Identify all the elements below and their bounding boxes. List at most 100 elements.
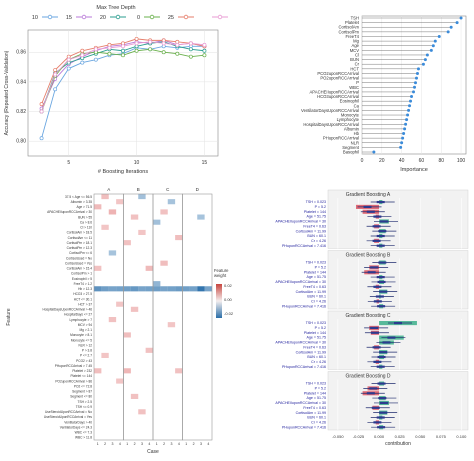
error-box bbox=[366, 210, 375, 213]
legend-label: 25 bbox=[168, 15, 174, 21]
x-axis-label: contribution bbox=[385, 441, 411, 447]
legend-swatch-marker bbox=[47, 14, 53, 20]
legend-title: Max Tree Depth bbox=[96, 5, 135, 11]
feature-label: Age bbox=[352, 43, 360, 48]
lollipop-head bbox=[455, 21, 459, 25]
error-box bbox=[370, 266, 379, 269]
feature-label: CortisolUsed = No bbox=[66, 256, 92, 260]
error-box bbox=[377, 382, 386, 385]
feature-value-label: BUN = 60.1 bbox=[307, 355, 326, 359]
heatmap-cell bbox=[130, 214, 139, 220]
lollipop-head bbox=[412, 90, 416, 94]
feature-label: P <= 2.7 bbox=[80, 354, 92, 358]
heatmap-cell bbox=[116, 378, 124, 384]
error-box bbox=[372, 225, 381, 228]
heatmap-cell bbox=[101, 194, 109, 200]
feature-label: Hb bbox=[354, 131, 360, 136]
data-point bbox=[161, 41, 166, 46]
data-point bbox=[188, 41, 193, 46]
data-point bbox=[93, 57, 98, 62]
feature-value-label: APACHEIIuponRCCArrival = 30 bbox=[275, 220, 326, 224]
data-point bbox=[202, 48, 207, 53]
feature-label: Albumin > 3.35 bbox=[71, 200, 93, 204]
feature-value-label: TSH = 0.023 bbox=[306, 382, 326, 386]
feature-value-label: BUN = 60.1 bbox=[307, 234, 326, 238]
data-point bbox=[39, 102, 44, 107]
feature-label: Segment > 87 bbox=[72, 390, 92, 394]
feature-label: Cr bbox=[355, 62, 360, 67]
feature-label: Albumin bbox=[344, 126, 360, 131]
case-tick-label: 2 bbox=[104, 442, 106, 446]
feature-label: CortisolPm > 12.3 bbox=[67, 246, 93, 250]
lollipop-head bbox=[414, 76, 418, 80]
feature-label: VentilatorDays > 40 bbox=[64, 420, 92, 424]
heatmap-cell bbox=[108, 286, 117, 292]
feature-label: APACHEIIuponRCCArrival bbox=[310, 89, 360, 94]
feature-label: Platelet > 232 bbox=[72, 369, 92, 373]
data-point bbox=[53, 68, 58, 72]
case-group-frame bbox=[182, 193, 213, 441]
panel-d: Gradient Boosting A TSH = 0.023 P = 5.2 Pla… bbox=[240, 180, 474, 461]
legend-swatch-marker bbox=[149, 14, 155, 20]
x-tick-label: 5 bbox=[67, 160, 70, 166]
feature-label: WBC bbox=[349, 85, 359, 90]
lollipop-head bbox=[423, 58, 427, 62]
panel-c-heatmap: A 1 2 3 4 B 1 2 3 4 C 1 2 3 4 D 1 2 3 4 37.5 < Age <= 56.5Al… bbox=[6, 187, 234, 455]
feature-label: HCT <= 30.1 bbox=[74, 297, 92, 301]
feature-value-label: Age = 51.75 bbox=[307, 396, 326, 400]
data-point bbox=[107, 51, 112, 56]
feature-label: PCO2 > 43 bbox=[76, 359, 92, 363]
feature-value-label: Age = 51.75 bbox=[307, 275, 326, 279]
data-point bbox=[121, 53, 125, 58]
case-tick-label: 2 bbox=[163, 442, 165, 446]
feature-label: Platelet <= 144 bbox=[71, 374, 93, 378]
lollipop-head bbox=[402, 132, 406, 136]
error-box bbox=[376, 276, 385, 279]
feature-value-label: Cr = 4.26 bbox=[311, 239, 326, 243]
feature-label: HospitalDaysUponRCCArrival bbox=[303, 122, 359, 127]
lollipop-head bbox=[413, 81, 417, 85]
feature-value-label: Age = 51.75 bbox=[307, 336, 326, 340]
heatmap-cell bbox=[123, 286, 131, 292]
case-group-label: A bbox=[107, 187, 110, 192]
feature-label: VentilatorDays <= 24.3 bbox=[60, 425, 92, 429]
heatmap-cell bbox=[108, 209, 117, 215]
feature-label: Segment <= 80 bbox=[70, 395, 92, 399]
x-tick-label: 80 bbox=[438, 158, 444, 164]
legend-swatch-marker bbox=[217, 14, 223, 20]
feature-value-label: P = 5.2 bbox=[315, 205, 326, 209]
heatmap-cell bbox=[175, 368, 183, 374]
facet-title: Gradient Boosting B bbox=[346, 253, 391, 259]
feature-label: APACHEIIuponRCCArrival > 30 bbox=[47, 210, 92, 214]
feature-label: CortisolPm > 1 bbox=[71, 272, 92, 276]
feature-label: FreeT4 > 1.2 bbox=[74, 282, 93, 286]
x-tick-label: 0.025 bbox=[395, 434, 406, 439]
lollipop-head bbox=[372, 150, 376, 154]
data-point bbox=[66, 66, 71, 71]
x-tick-label: 60 bbox=[419, 158, 425, 164]
feature-label: BUN bbox=[350, 57, 359, 62]
feature-value-label: P = 5.2 bbox=[315, 266, 326, 270]
case-tick-label: 4 bbox=[207, 442, 209, 446]
lollipop-head bbox=[421, 62, 425, 66]
legend-swatch-marker bbox=[81, 14, 87, 20]
feature-label: WBC > 11.8 bbox=[75, 436, 92, 440]
data-point bbox=[80, 48, 85, 53]
facet-title: Gradient Boosting C bbox=[345, 313, 390, 319]
heatmap-cell bbox=[94, 265, 102, 271]
y-tick-label: 0.86 bbox=[16, 50, 26, 56]
x-tick-label: 15 bbox=[202, 160, 208, 166]
feature-value-label: PHuponRCCArrival = 7.416 bbox=[282, 244, 326, 248]
feature-label: CortisolPm <= 6 bbox=[69, 251, 92, 255]
feature-value-label: APACHEIIuponRCCArrival = 30 bbox=[275, 341, 326, 345]
feature-label: Monocyte bbox=[341, 113, 360, 118]
error-box bbox=[379, 290, 388, 293]
facet-panel bbox=[327, 189, 469, 249]
lollipop-head bbox=[459, 16, 463, 20]
x-axis-label: # Boosting Iterations bbox=[98, 169, 148, 175]
x-tick-label: 40 bbox=[399, 158, 405, 164]
plot-area bbox=[361, 15, 467, 155]
heatmap-cell bbox=[167, 286, 176, 292]
heatmap-cell bbox=[138, 409, 146, 415]
feature-label: HCT bbox=[350, 66, 359, 71]
